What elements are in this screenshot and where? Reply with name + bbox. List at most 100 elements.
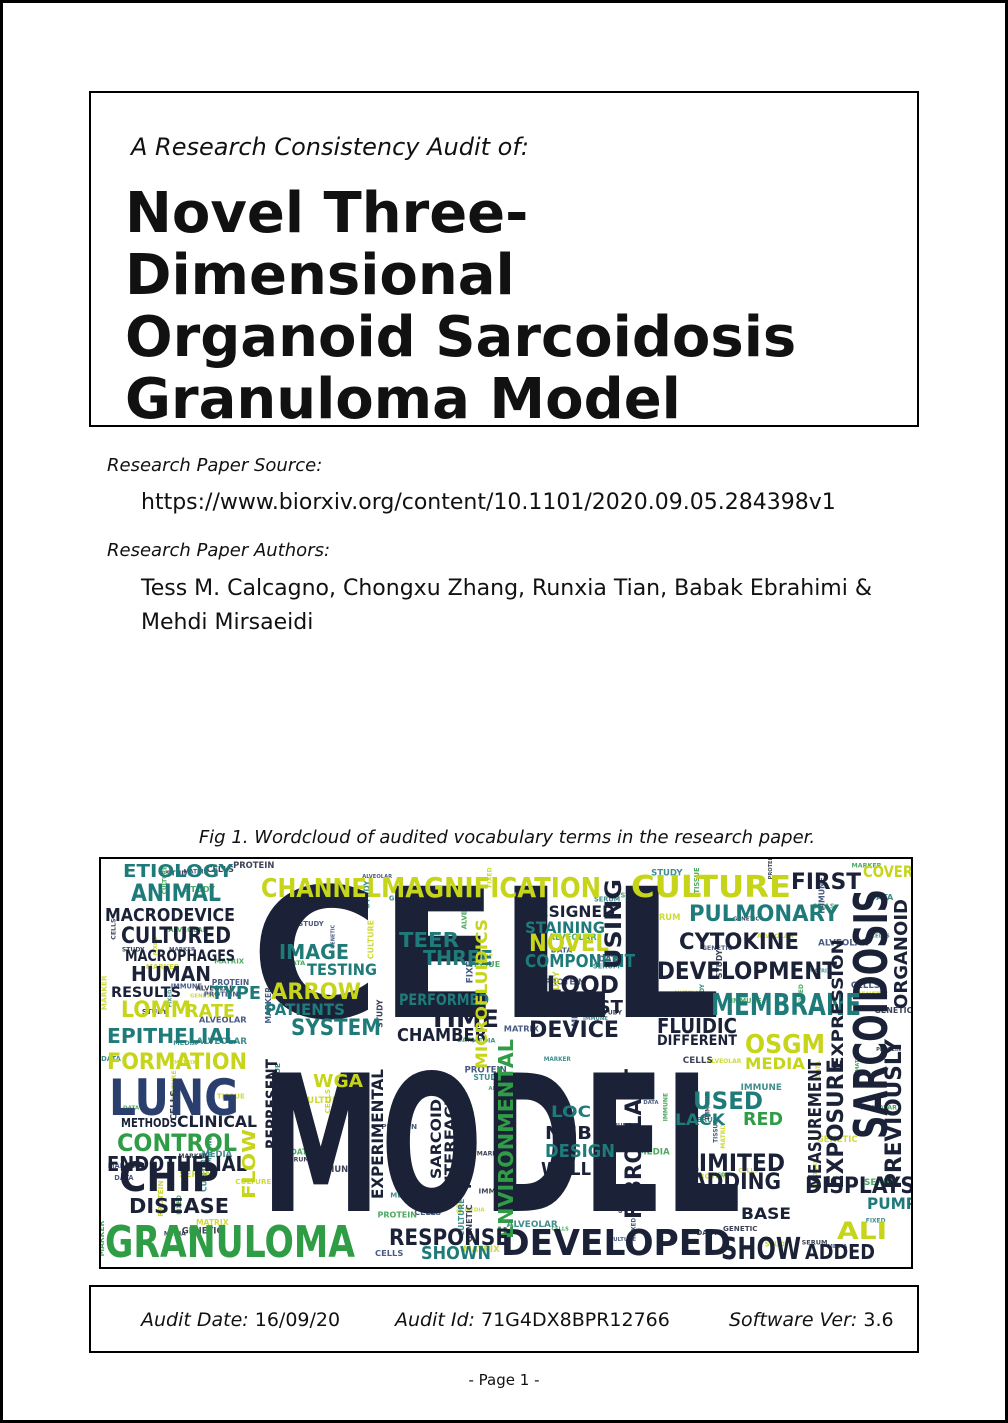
wordcloud-word-expression: EXPRESSION [828, 939, 847, 1069]
wordcloud-filler-word: IMMUNE [583, 1016, 608, 1022]
wordcloud-filler-word: MATRIX [504, 1024, 540, 1034]
authors-list: Tess M. Calcagno, Chongxu Zhang, Runxia … [141, 572, 901, 640]
wordcloud-filler-word: CULTURE [367, 920, 376, 959]
wordcloud-word-sarcoidosis: SARCOIDOSIS [844, 889, 898, 1139]
wordcloud-filler-word: ALVEOLAR [549, 932, 598, 942]
wordcloud-word-microfluidics: MICROFLUIDICS [472, 919, 491, 1069]
wordcloud-word-macrophages: MACROPHAGES [125, 946, 235, 965]
authors-line-1: Tess M. Calcagno, Chongxu Zhang, Runxia … [141, 576, 872, 601]
wordcloud-filler-word: SERUM [594, 895, 620, 903]
wordcloud-filler-word: FIXED [177, 1195, 183, 1215]
wordcloud-filler-word: TISSUE [289, 911, 295, 933]
wordcloud-word-test: TEST [573, 997, 624, 1018]
wordcloud-word-fluidic: FLUIDIC [657, 1014, 737, 1038]
wordcloud-word-membrane: MEMBRANE [711, 988, 861, 1023]
wordcloud-filler-word: MEDIA [164, 1231, 186, 1238]
authors-line-2: Mehdi Mirsaeidi [141, 610, 314, 635]
wordcloud-filler-word: SERUM [691, 1115, 720, 1124]
wordcloud-word-time: TIME [429, 1005, 499, 1033]
wordcloud-filler-word: ALVEOLAR [861, 1105, 897, 1112]
wordcloud-word-fibroblast: FIBROBLAST [622, 1069, 647, 1219]
wordcloud-filler-word: IMMUNE [171, 983, 203, 991]
audit-date-label: Audit Date: [141, 1309, 249, 1331]
audit-id: Audit Id: 71G4DX8BPR12766 [395, 1309, 670, 1331]
wordcloud-filler-word: FIXED [798, 984, 805, 1004]
wordcloud-filler-word: PROTEIN [768, 859, 774, 879]
software-ver-label: Software Ver: [729, 1309, 858, 1331]
paper-title: Novel Three-Dimensional Organoid Sarcoid… [125, 183, 905, 431]
wordcloud-filler-word: IMMUNE [604, 1124, 631, 1130]
wordcloud-filler-word: DATA [291, 1148, 313, 1157]
wordcloud-filler-word: TISSUE [713, 1120, 719, 1143]
wordcloud-word-cytokine: CYTOKINE [679, 930, 799, 955]
wordcloud-filler-word: FIXED [533, 995, 552, 1001]
wordcloud-filler-word: CELLS [323, 1089, 332, 1114]
wordcloud-filler-word: FIXED [465, 954, 475, 983]
wordcloud-filler-word: MEDIA [570, 997, 579, 1027]
wordcloud-filler-word: DATA [286, 959, 305, 967]
wordcloud-filler-word: CELLS [375, 1248, 403, 1258]
wordcloud-filler-word: PROTEIN [465, 1066, 507, 1076]
wordcloud-word-testing: TESTING [307, 960, 377, 979]
wordcloud-word-blood: BLOOD [529, 971, 619, 999]
wordcloud-word-previously: PREVIOUSLY [882, 1038, 907, 1189]
wordcloud-filler-word: TISSUE [468, 959, 500, 969]
page-number: - Page 1 - [468, 1371, 540, 1389]
wordcloud-filler-word: GENETIC [702, 944, 733, 952]
wordcloud-word-base: BASE [741, 1204, 791, 1223]
wordcloud-word-cell: CELL [251, 859, 721, 1060]
wordcloud-filler-word: ALVEOLAR [168, 926, 208, 934]
wordcloud-filler-word: CULTURE [235, 1177, 271, 1186]
wordcloud-word-channel: CHANNEL [261, 874, 381, 904]
wordcloud-filler-word: STUDY [376, 999, 385, 1028]
wordcloud-filler-word: SERUM [448, 1010, 477, 1019]
wordcloud-word-sarcoid: SARCOID [429, 1099, 445, 1179]
wordcloud-filler-word: PROTEIN [233, 860, 274, 870]
wordcloud-filler-word: STUDY [620, 892, 647, 900]
wordcloud-filler-word: MARKER [264, 987, 273, 1024]
wordcloud-filler-word: CULTURE [457, 1199, 466, 1237]
wordcloud-filler-word: MATRIX [196, 1218, 229, 1227]
wordcloud-filler-word: FIXED [486, 867, 493, 887]
wordcloud-filler-word: CELLS [738, 1169, 758, 1175]
wordcloud-filler-word: MEDIA [390, 1191, 416, 1199]
wordcloud-word-control: CONTROL [117, 1129, 237, 1157]
wordcloud-filler-word: STUDY [551, 970, 561, 1002]
wordcloud-filler-word: GENETIC [817, 1135, 858, 1145]
wordcloud-filler-word: GENETIC [331, 924, 337, 948]
wordcloud-word-developed: DEVELOPED [501, 1223, 731, 1264]
wordcloud-word-formation: FORMATION [107, 1050, 247, 1075]
wordcloud-filler-word: MATRIX [457, 899, 479, 905]
wordcloud-filler-word: IMMUNE [731, 997, 762, 1005]
wordcloud-filler-word: MEDIA [632, 975, 653, 981]
wordcloud-filler-word: CULTURE [200, 1154, 209, 1192]
wordcloud-filler-word: MEDIA [202, 1149, 233, 1159]
wordcloud-filler-word: DATA [123, 1105, 140, 1111]
wordcloud-filler-word: MARKER [101, 1220, 106, 1256]
wordcloud-filler-word: ALVEOLAR [757, 932, 794, 940]
wordcloud-filler-word: MEDIA [828, 1244, 849, 1250]
wordcloud-filler-word: PROTEIN [381, 1122, 417, 1131]
wordcloud-word-animal: ANIMAL [131, 879, 221, 907]
wordcloud-filler-word: IMMUNE [205, 1136, 213, 1166]
wordcloud-filler-word: CELLS [170, 1090, 180, 1120]
wordcloud-filler-word: MARKER [146, 963, 180, 971]
source-url[interactable]: https://www.biorxiv.org/content/10.1101/… [141, 490, 836, 515]
wordcloud-filler-word: MATRIX [214, 958, 245, 966]
wordcloud-word-flow: FLOW [239, 1129, 260, 1199]
wordcloud-filler-word: TISSUE [273, 1063, 282, 1092]
wordcloud-filler-word: GENETIC [733, 916, 759, 922]
wordcloud-filler-word: IMMUNE [705, 1093, 711, 1120]
wordcloud-filler-word: GENETIC [389, 895, 421, 903]
audit-footer: Audit Date: 16/09/20 Audit Id: 71G4DX8BP… [89, 1285, 919, 1353]
wordcloud-filler-word: MEDIA [472, 1037, 496, 1045]
wordcloud-word-cover: COVER [863, 862, 911, 881]
wordcloud-filler-word: PROTEIN [204, 991, 239, 999]
wordcloud-word-teer: TEER [399, 928, 459, 952]
wordcloud-filler-word: TISSUE [217, 1091, 245, 1100]
wordcloud-word-represent: REPRESENT [262, 1059, 281, 1149]
wordcloud-filler-word: MEDIA [638, 1148, 670, 1158]
wordcloud-word-component: COMPONENT [525, 951, 636, 972]
wordcloud-filler-word: IMMUNE [315, 1164, 355, 1174]
